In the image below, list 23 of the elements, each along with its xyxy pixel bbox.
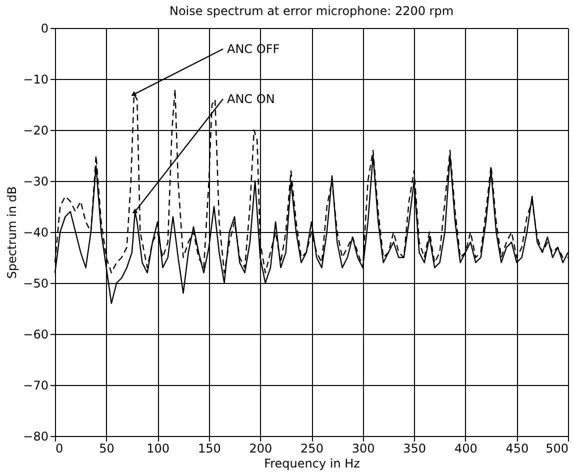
y-tick-label: −10 bbox=[23, 72, 48, 86]
y-tick-label: −20 bbox=[23, 124, 48, 138]
x-tick-label: 200 bbox=[249, 442, 272, 456]
x-tick-label: 300 bbox=[352, 442, 375, 456]
y-tick-label: −60 bbox=[23, 328, 48, 342]
y-tick-label: −30 bbox=[23, 174, 48, 188]
x-tick-label: 0 bbox=[56, 442, 64, 456]
x-axis-title: Frequency in Hz bbox=[264, 456, 360, 470]
x-tick-label: 350 bbox=[403, 442, 426, 456]
x-tick-label: 50 bbox=[99, 442, 114, 456]
x-tick-label: 450 bbox=[506, 442, 529, 456]
y-tick-label: −70 bbox=[23, 378, 48, 392]
y-tick-label: −40 bbox=[23, 226, 48, 240]
x-tick-label: 500 bbox=[546, 442, 568, 456]
x-tick-label: 250 bbox=[300, 442, 324, 456]
y-tick-label: 0 bbox=[40, 22, 48, 36]
y-tick-label: −50 bbox=[23, 276, 48, 290]
y-tick-label: −80 bbox=[23, 430, 48, 444]
y-axis-title: Spectrum in dB bbox=[5, 186, 20, 279]
x-tick-label: 100 bbox=[146, 442, 170, 456]
x-tick-label: 400 bbox=[454, 442, 478, 456]
chart-title: Noise spectrum at error microphone: 2200 rpm bbox=[169, 4, 454, 18]
x-tick-label: 150 bbox=[198, 442, 221, 456]
